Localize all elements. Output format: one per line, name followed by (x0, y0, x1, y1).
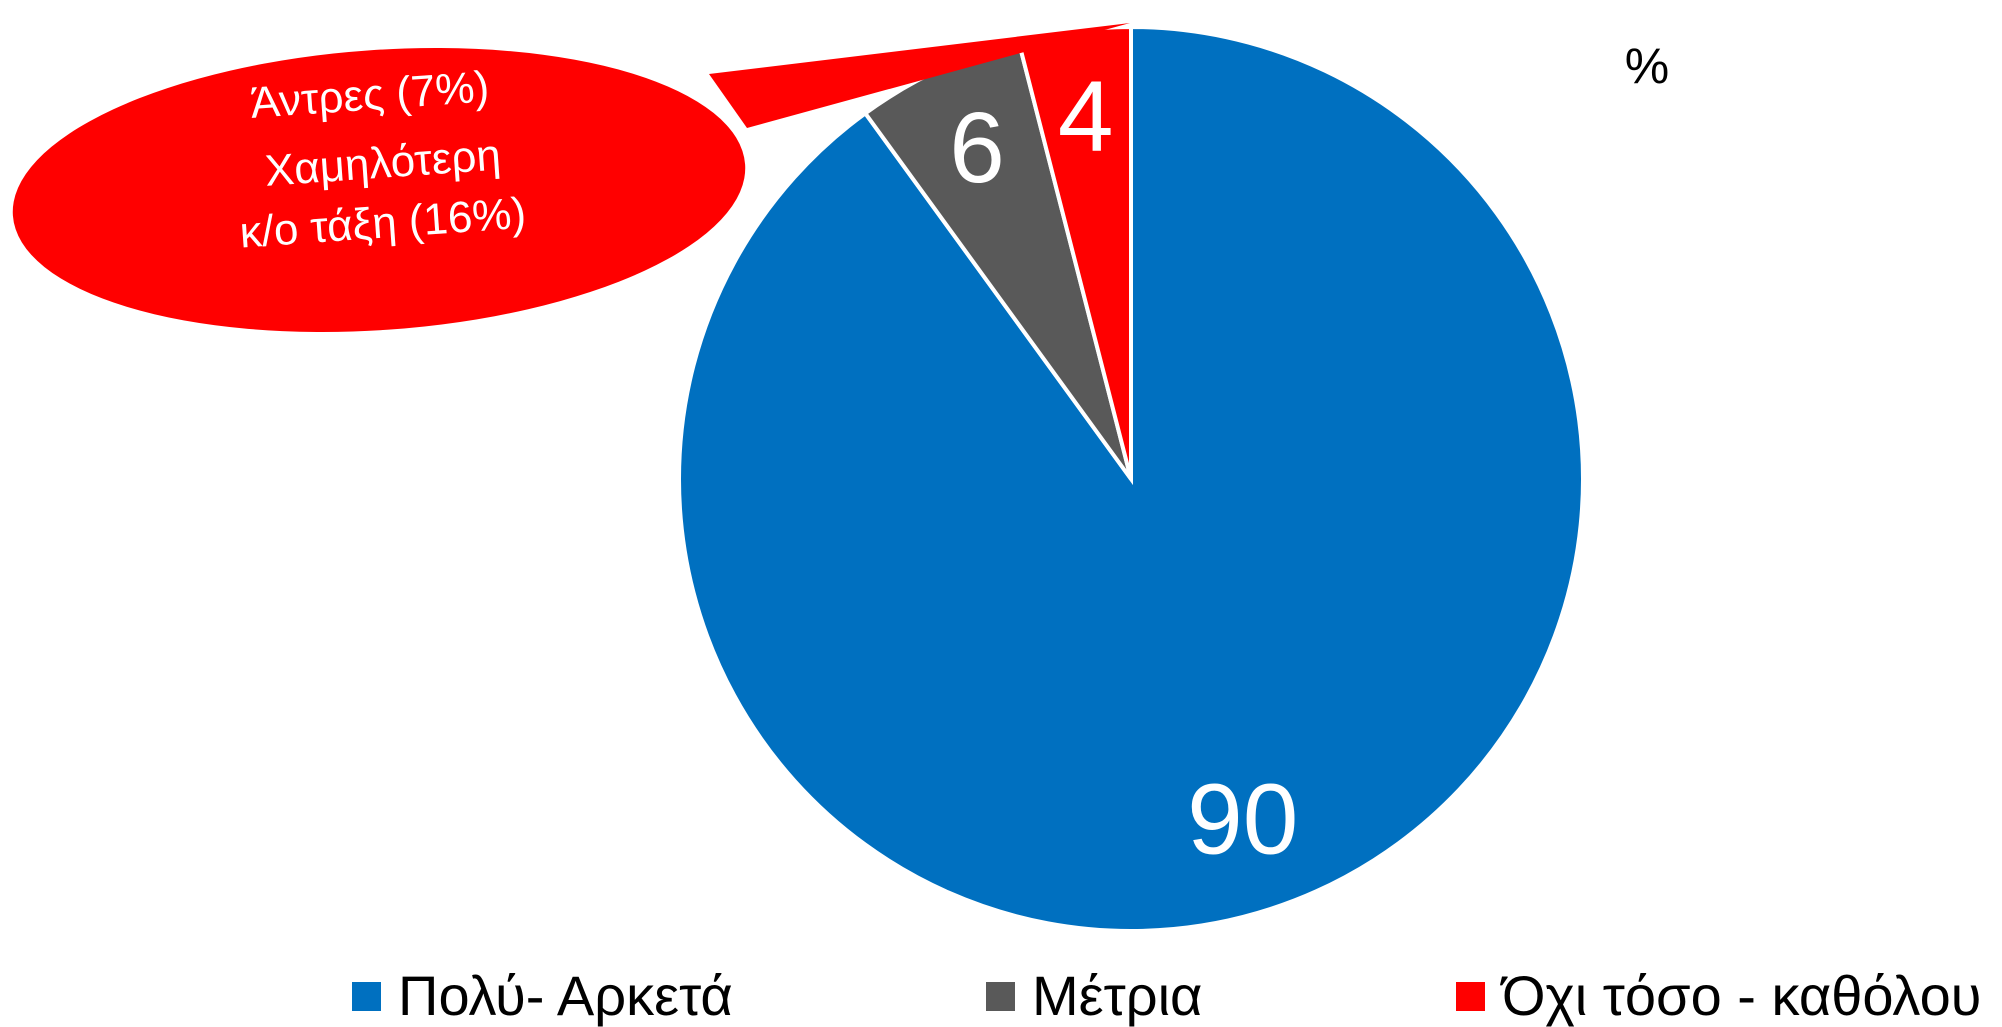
legend-swatch (1456, 982, 1485, 1011)
data-label: 4 (1058, 61, 1114, 173)
pie-slice (677, 24, 1585, 933)
callout-bubble (12, 48, 746, 332)
unit-label: % (1625, 38, 1669, 94)
legend: Πολύ- Αρκετά Μέτρια Όχι τόσο - καθόλου (352, 964, 1981, 1027)
legend-label: Όχι τόσο - καθόλου (1500, 964, 1981, 1027)
data-label: 6 (949, 92, 1005, 204)
legend-swatch (352, 982, 381, 1011)
legend-label: Μέτρια (1032, 964, 1202, 1027)
data-label: 90 (1187, 763, 1298, 875)
legend-swatch (986, 982, 1015, 1011)
pie: 90 6 4 (677, 24, 1585, 933)
legend-label: Πολύ- Αρκετά (398, 964, 733, 1027)
callout-pointer (709, 23, 1130, 128)
